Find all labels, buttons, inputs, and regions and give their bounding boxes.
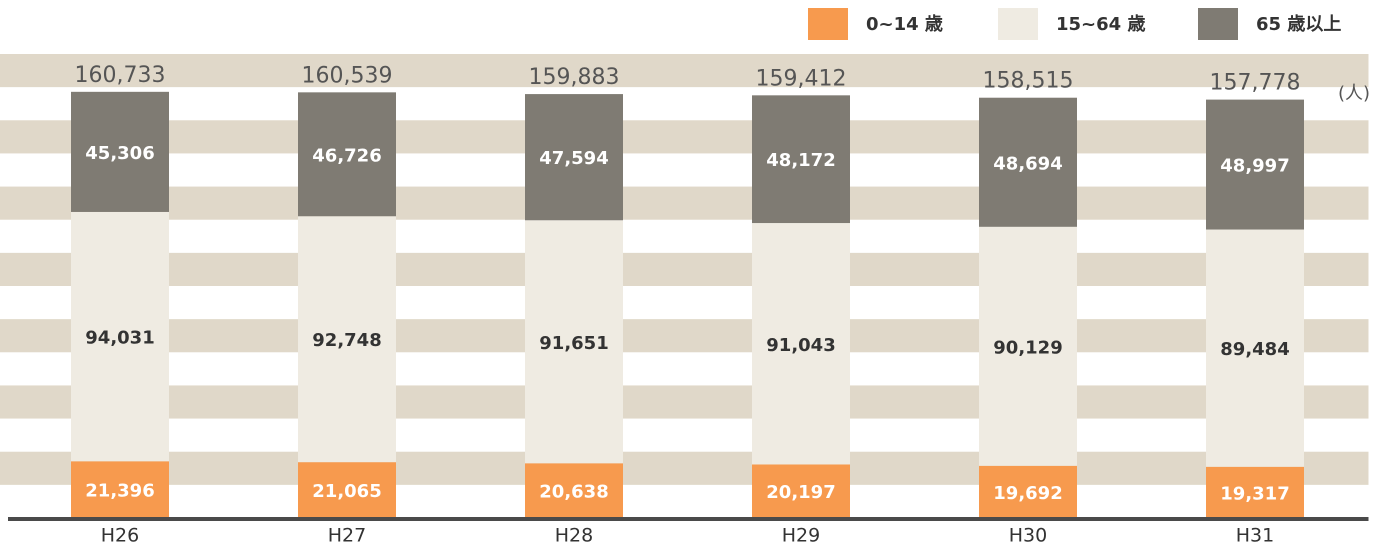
bar-segment bbox=[525, 94, 623, 221]
x-tick-label: H26 bbox=[101, 525, 139, 546]
bar-segment bbox=[752, 223, 850, 465]
value-label: 45,306 bbox=[85, 143, 154, 164]
x-tick-label: H29 bbox=[782, 525, 820, 546]
legend-swatch bbox=[998, 8, 1038, 40]
value-label: 19,317 bbox=[1220, 483, 1289, 504]
legend-swatch bbox=[808, 8, 848, 40]
bar-segment bbox=[298, 462, 396, 518]
grid-band bbox=[0, 186, 1369, 220]
x-tick-label: H27 bbox=[328, 525, 366, 546]
grid-band bbox=[0, 385, 1369, 419]
x-tick-label: H28 bbox=[555, 525, 593, 546]
value-label: 20,638 bbox=[539, 482, 608, 503]
bar-segment bbox=[752, 95, 850, 224]
grid-band bbox=[0, 120, 1369, 154]
grid-band bbox=[0, 451, 1369, 485]
value-label: 48,172 bbox=[766, 150, 835, 171]
legend-swatch bbox=[1198, 8, 1238, 40]
value-label: 48,694 bbox=[993, 153, 1062, 174]
total-label: 160,539 bbox=[302, 63, 393, 88]
legend-label: 15~64 歳 bbox=[1056, 14, 1145, 35]
total-label: 158,515 bbox=[983, 69, 1074, 94]
value-label: 94,031 bbox=[85, 328, 154, 349]
value-label: 47,594 bbox=[539, 148, 608, 169]
x-tick-label: H30 bbox=[1009, 525, 1047, 546]
grid-band bbox=[0, 252, 1369, 286]
total-label: 159,883 bbox=[529, 65, 620, 90]
total-label: 159,412 bbox=[756, 66, 847, 91]
total-label: 160,733 bbox=[75, 63, 166, 88]
value-label: 91,043 bbox=[766, 335, 835, 356]
bar-segment bbox=[752, 464, 850, 518]
bar-segment bbox=[1206, 99, 1304, 230]
bar-segment bbox=[71, 91, 169, 212]
grid-band bbox=[0, 319, 1369, 353]
value-label: 19,692 bbox=[993, 483, 1062, 504]
value-label: 21,396 bbox=[85, 481, 154, 502]
bar-segment bbox=[525, 463, 623, 518]
value-label: 89,484 bbox=[1220, 339, 1289, 360]
bar-segment bbox=[71, 461, 169, 518]
bar-segment bbox=[298, 92, 396, 217]
bar-segment bbox=[298, 216, 396, 463]
bar-segment bbox=[979, 465, 1077, 518]
value-label: 48,997 bbox=[1220, 156, 1289, 177]
legend-label: 0~14 歳 bbox=[866, 14, 943, 35]
bar-segment bbox=[525, 220, 623, 464]
bar-segment bbox=[1206, 229, 1304, 467]
value-label: 20,197 bbox=[766, 482, 835, 503]
grid-band bbox=[0, 54, 1369, 88]
value-label: 92,748 bbox=[312, 330, 381, 351]
bar-segment bbox=[71, 211, 169, 462]
value-label: 46,726 bbox=[312, 145, 381, 166]
unit-label: (人) bbox=[1338, 83, 1370, 104]
value-label: 91,651 bbox=[539, 333, 608, 354]
legend-label: 65 歳以上 bbox=[1256, 14, 1341, 35]
x-tick-label: H31 bbox=[1236, 525, 1274, 546]
total-label: 157,778 bbox=[1210, 71, 1301, 96]
bar-segment bbox=[979, 97, 1077, 227]
value-label: 21,065 bbox=[312, 481, 381, 502]
value-label: 90,129 bbox=[993, 337, 1062, 358]
bar-segment bbox=[1206, 466, 1304, 518]
bar-segment bbox=[979, 226, 1077, 466]
